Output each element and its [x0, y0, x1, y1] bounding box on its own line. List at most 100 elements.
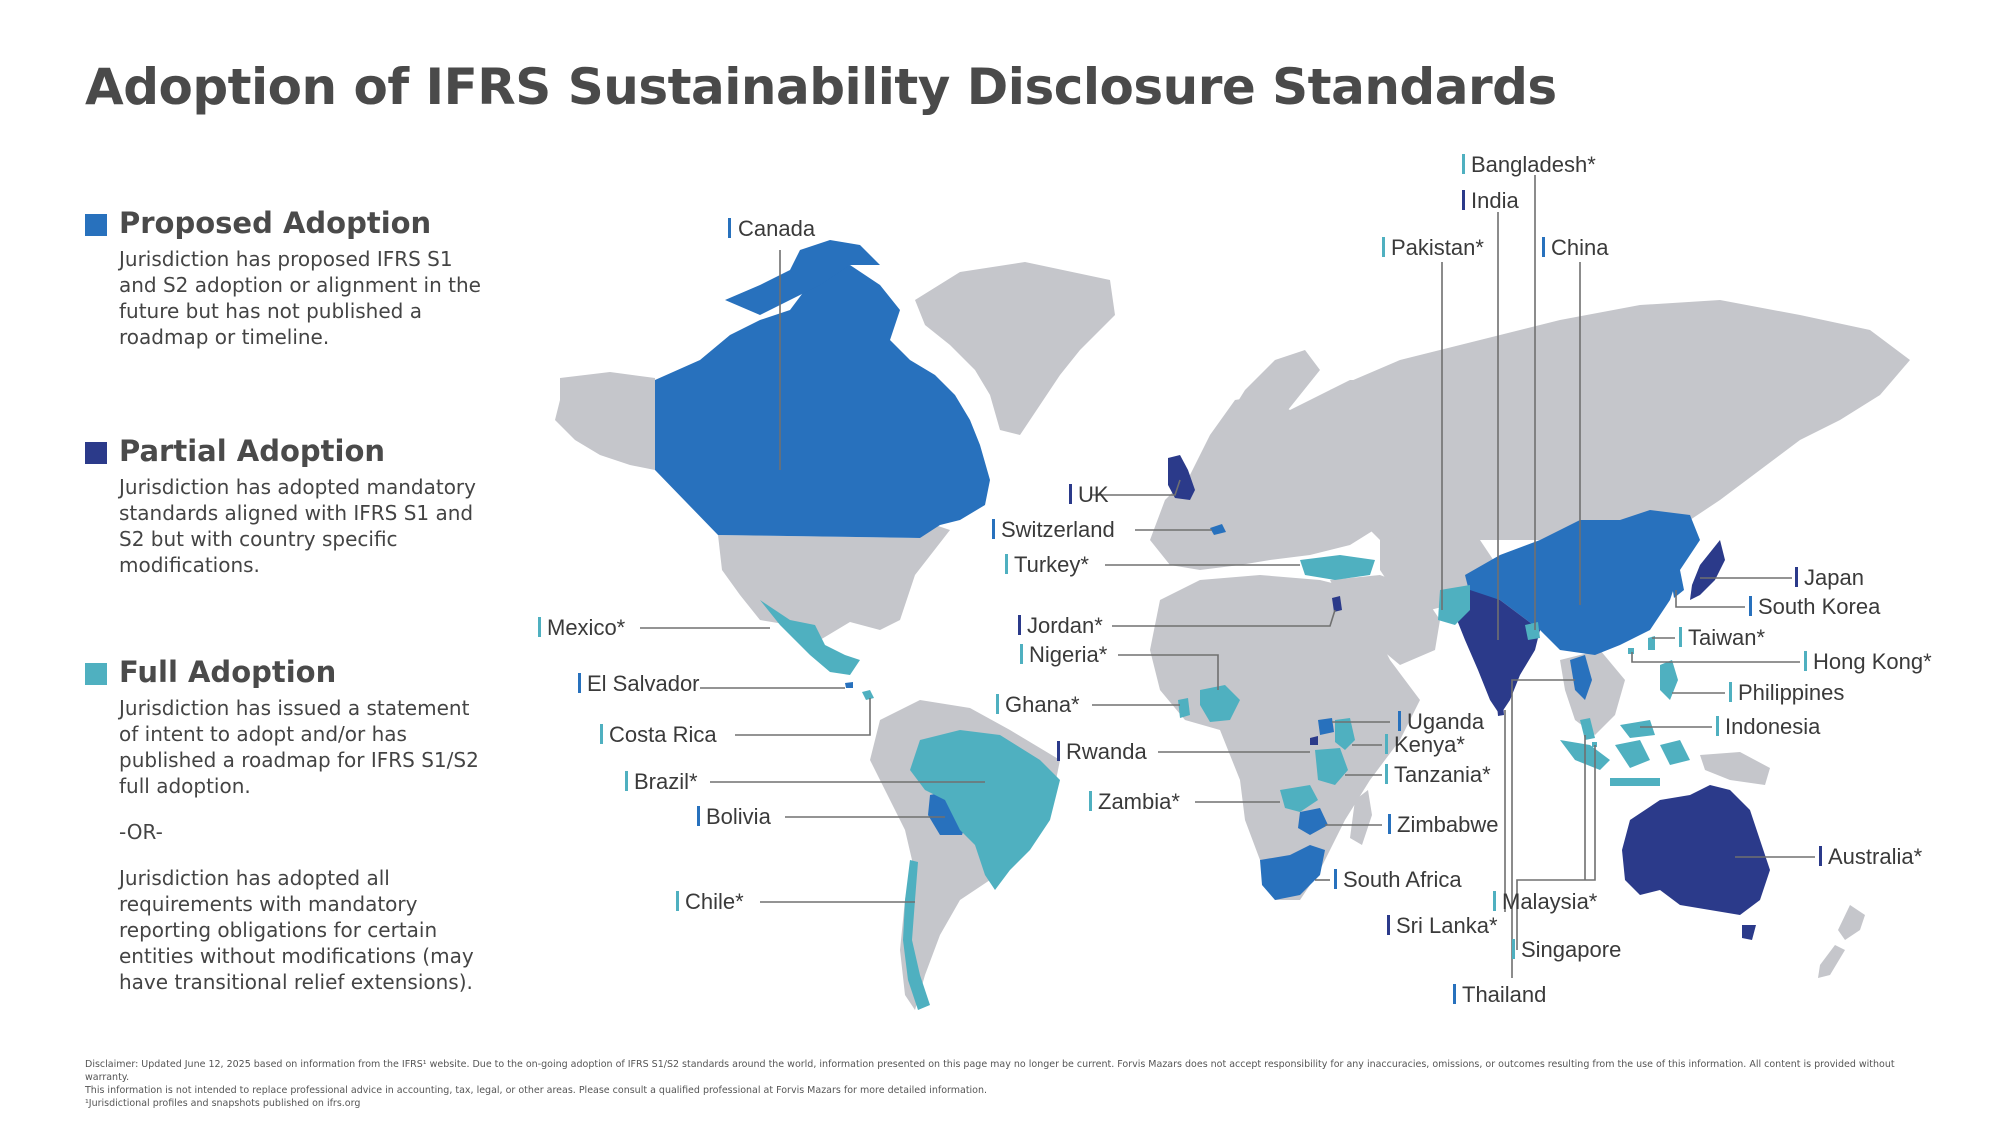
tick-tanzania [1385, 764, 1388, 784]
leader-jordan [1112, 609, 1336, 627]
country-uk [1168, 455, 1195, 500]
country-kenya [1335, 718, 1355, 750]
country-tanzania [1315, 748, 1348, 785]
label-china: China [1551, 235, 1609, 260]
country-sri-lanka [1497, 703, 1504, 716]
label-indonesia: Indonesia [1725, 714, 1821, 739]
tick-zambia [1089, 791, 1092, 811]
land-madagascar [1350, 790, 1372, 845]
label-switzerland: Switzerland [1001, 517, 1115, 542]
tick-india [1462, 190, 1465, 210]
tick-jordan [1018, 615, 1021, 635]
label-el-salvador: El Salvador [587, 671, 700, 696]
legend-title-proposed: Proposed Adoption [119, 206, 432, 240]
tick-south-korea [1749, 596, 1752, 616]
legend-desc-proposed: Jurisdiction has proposed IFRS S1 and S2… [119, 247, 481, 349]
leader-thailand [1511, 679, 1575, 978]
country-mexico [760, 600, 860, 675]
label-brazil: Brazil* [634, 769, 698, 794]
tick-bolivia [697, 806, 700, 826]
country-tasmania [1742, 925, 1756, 940]
disclaimer-line-1: Disclaimer: Updated June 12, 2025 based … [85, 1059, 1895, 1083]
country-malaysia [1580, 718, 1655, 740]
tick-turkey [1005, 554, 1008, 574]
label-uganda: Uganda [1407, 709, 1485, 734]
label-south-korea: South Korea [1758, 594, 1881, 619]
country-india [1455, 590, 1540, 715]
leader-hong-kong [1631, 652, 1800, 663]
tick-chile [676, 891, 679, 911]
label-pakistan: Pakistan* [1391, 235, 1484, 260]
tick-china [1542, 237, 1545, 257]
tick-taiwan [1679, 627, 1682, 647]
disclaimer: Disclaimer: Updated June 12, 2025 based … [85, 1058, 1915, 1110]
leader-lines [640, 175, 1815, 978]
legend-title-full: Full Adoption [119, 655, 337, 689]
label-japan: Japan [1804, 565, 1864, 590]
label-singapore: Singapore [1521, 937, 1621, 962]
country-turkey [1300, 555, 1375, 580]
tick-bangladesh [1462, 154, 1465, 174]
country-uganda [1318, 718, 1334, 735]
country-brazil [910, 730, 1060, 890]
label-ghana: Ghana* [1005, 692, 1080, 717]
land-new-zealand [1838, 905, 1865, 940]
label-sri-lanka: Sri Lanka* [1396, 913, 1498, 938]
label-costa-rica: Costa Rica [609, 722, 717, 747]
label-hong-kong: Hong Kong* [1813, 649, 1932, 674]
country-nigeria [1200, 685, 1240, 722]
label-south-africa: South Africa [1343, 867, 1462, 892]
label-nigeria: Nigeria* [1029, 642, 1108, 667]
tick-uk [1069, 484, 1072, 504]
label-chile: Chile* [685, 889, 744, 914]
land-alaska [555, 372, 655, 470]
legend-desc-full-1: Jurisdiction has issued a statement of i… [119, 696, 479, 798]
tick-philippines [1729, 682, 1732, 702]
label-zambia: Zambia* [1098, 789, 1180, 814]
country-south-korea [1670, 570, 1684, 598]
country-philippines [1660, 660, 1678, 700]
label-kenya: Kenya* [1394, 732, 1465, 757]
country-thailand [1570, 655, 1592, 700]
land-new-guinea [1700, 752, 1770, 785]
label-taiwan: Taiwan* [1688, 625, 1765, 650]
label-jordan: Jordan* [1027, 613, 1103, 638]
country-taiwan [1648, 636, 1655, 650]
tick-canada [728, 218, 731, 238]
legend-title-partial: Partial Adoption [119, 434, 386, 468]
country-indonesia [1560, 740, 1690, 786]
country-australia [1622, 785, 1770, 915]
tick-rwanda [1057, 741, 1060, 761]
tick-el-salvador [578, 673, 581, 693]
country-canada [655, 265, 990, 538]
tick-indonesia [1716, 716, 1719, 736]
leader-uk [1090, 479, 1181, 496]
leader-singapore [1516, 745, 1596, 950]
tick-costa-rica [600, 724, 603, 744]
country-japan [1690, 540, 1725, 600]
tick-south-africa [1334, 869, 1337, 889]
label-tanzania: Tanzania* [1394, 762, 1491, 787]
leader-south-korea [1675, 590, 1745, 608]
leader-nigeria [1118, 654, 1219, 690]
label-malaysia: Malaysia* [1502, 889, 1598, 914]
country-labels: Canada Mexico* El Salvador Costa Rica Br… [538, 152, 1932, 1007]
label-bangladesh: Bangladesh* [1471, 152, 1596, 177]
land-scandinavia [1220, 350, 1320, 445]
tick-pakistan [1382, 237, 1385, 257]
legend-swatch-full [85, 663, 107, 685]
full-countries [760, 555, 1690, 1010]
tick-switzerland [992, 519, 995, 539]
tick-ghana [996, 694, 999, 714]
country-pakistan [1438, 585, 1470, 625]
legend-desc-full-or: -OR- [119, 820, 163, 844]
country-south-africa [1260, 845, 1325, 900]
label-zimbabwe: Zimbabwe [1397, 812, 1498, 837]
tick-sri-lanka [1387, 915, 1390, 935]
proposed-countries [655, 240, 1700, 900]
tick-japan [1795, 567, 1798, 587]
country-zimbabwe [1298, 808, 1328, 835]
legend-desc-partial: Jurisdiction has adopted mandatory stand… [119, 475, 476, 577]
disclaimer-line-3: ¹Jurisdictional profiles and snapshots p… [85, 1098, 361, 1109]
